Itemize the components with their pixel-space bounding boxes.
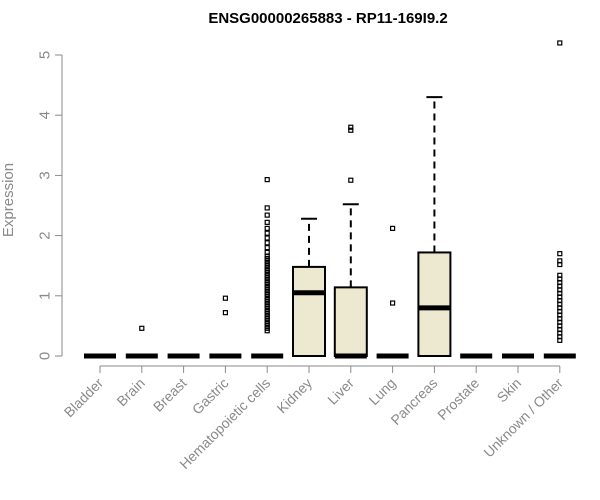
y-tick-label: 1 [37,292,54,300]
x-tick-label: Kidney [274,375,316,417]
outlier-point [264,249,270,256]
x-tick-label: Prostate [434,375,482,423]
outlier-point [348,127,354,133]
outlier-point [264,177,270,183]
y-axis: 0 1 2 3 4 5 [37,51,63,360]
outlier-point [264,235,270,241]
box-group-6 [333,124,368,359]
outlier-point [139,325,145,331]
outlier-point [264,212,270,218]
outlier-point [264,205,270,211]
box-group-8 [417,96,452,357]
x-tick-label: Breast [150,375,190,415]
y-tick-label: 2 [37,231,54,239]
outlier-point [557,272,563,278]
y-axis-label: Expression [0,163,17,237]
box-group-3 [209,295,242,359]
outlier-point [557,258,563,264]
y-tick-label: 0 [37,352,54,360]
outlier-point [222,310,228,316]
box-group-11 [543,40,576,359]
x-tick-label: Unknown / Other [480,375,566,461]
outlier-point [222,295,228,301]
outlier-point [348,177,354,183]
outlier-point [264,219,270,225]
box-iqr [417,251,452,357]
outlier-point [557,251,563,257]
box-iqr [333,286,368,358]
x-tick-label: Bladder [61,375,107,421]
x-tick-label: Liver [324,375,357,408]
outlier-point [390,225,396,231]
x-tick-label: Lung [365,375,398,408]
x-tick-label: Brain [113,375,147,409]
y-tick-label: 3 [37,171,54,179]
y-tick-label: 5 [37,51,54,59]
outlier-point [390,300,396,306]
box-group-5 [292,217,326,357]
box-group-4 [251,177,284,359]
x-tick-label: Skin [494,375,525,406]
y-tick-label: 4 [37,111,54,119]
outlier-point [348,124,354,130]
box-group-1 [125,325,158,359]
chart-title: ENSG00000265883 - RP11-169I9.2 [208,10,447,27]
outlier-point [264,230,270,236]
outlier-point [557,40,563,46]
boxes [84,40,576,359]
box-iqr [292,265,326,357]
outlier-point [264,240,270,246]
outlier-point [264,225,270,231]
box-group-7 [376,225,409,359]
outlier-point [264,245,270,251]
